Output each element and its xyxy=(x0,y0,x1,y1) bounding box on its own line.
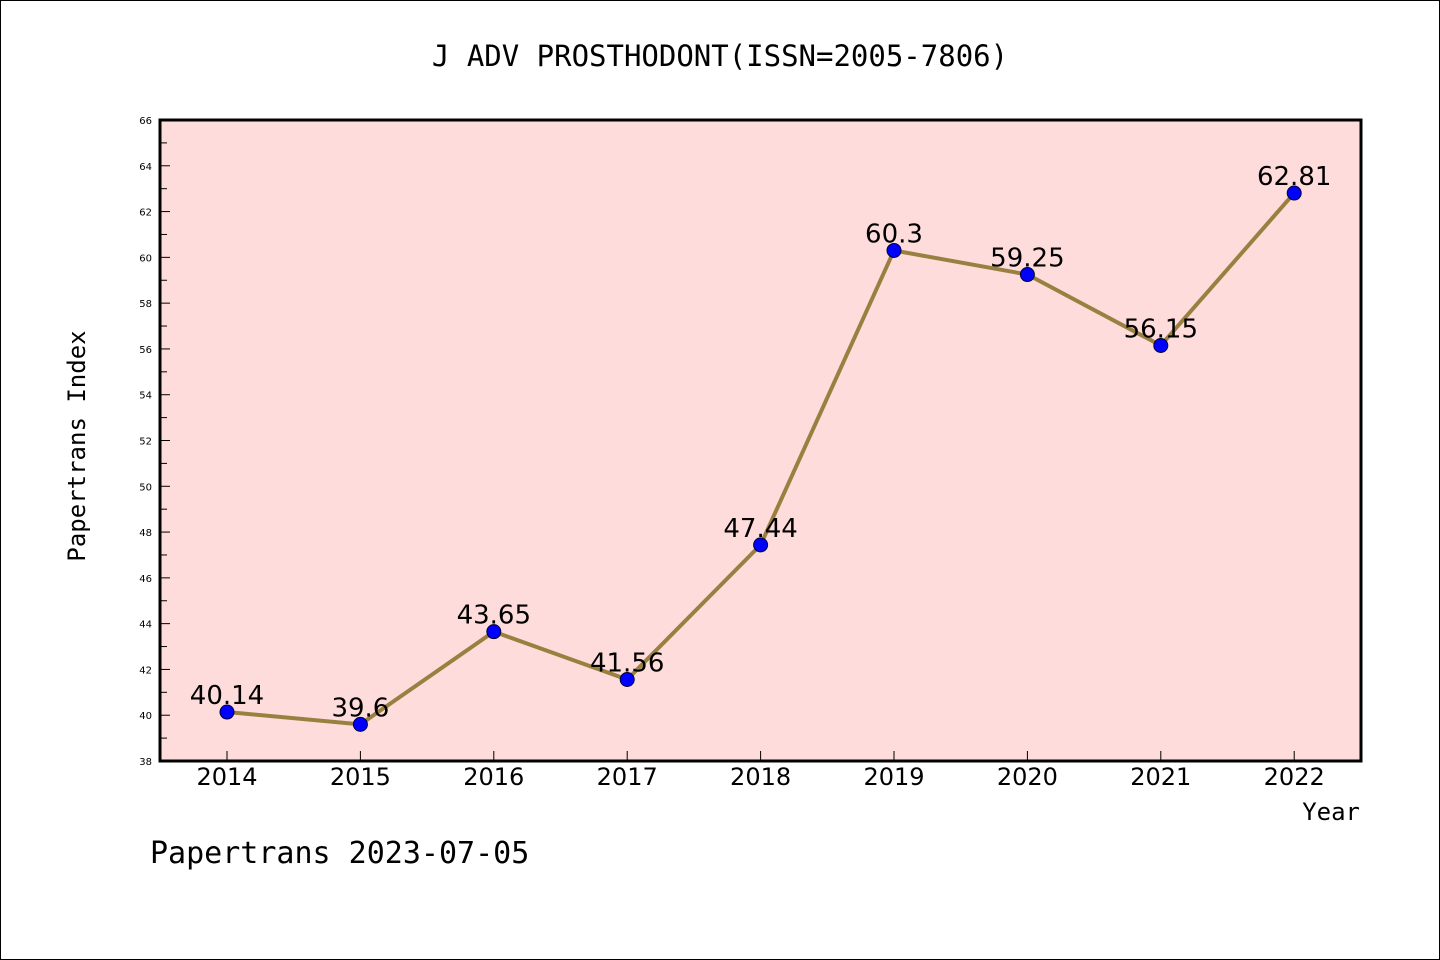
y-tick-label: 52 xyxy=(139,437,152,448)
data-label: 56.15 xyxy=(1124,314,1198,344)
plot-area xyxy=(158,118,1363,763)
data-point xyxy=(753,537,769,553)
data-label: 59.25 xyxy=(990,244,1064,274)
x-tick-label: 2017 xyxy=(597,763,658,791)
y-axis-label: Papertrans Index xyxy=(63,330,91,561)
data-series: 40.14 39.6 43.65 41.56 47.44 60.3 59.25 56.15 62… xyxy=(190,162,1331,732)
data-point xyxy=(352,716,368,732)
data-point xyxy=(219,704,235,720)
data-label: 60.3 xyxy=(865,219,923,249)
y-tick-label: 56 xyxy=(139,345,152,356)
x-tick-label: 2019 xyxy=(863,763,924,791)
x-axis-label: Year xyxy=(1302,798,1360,826)
data-point xyxy=(1019,267,1035,283)
data-point xyxy=(619,672,635,688)
y-tick-label: 50 xyxy=(139,482,152,493)
y-tick-label: 38 xyxy=(139,757,152,768)
data-label: 39.6 xyxy=(331,693,389,723)
footer-credit: Papertrans 2023-07-05 xyxy=(150,836,529,871)
data-label: 40.14 xyxy=(190,681,264,711)
x-tick-label: 2021 xyxy=(1130,763,1191,791)
y-tick-label: 64 xyxy=(139,162,152,173)
y-tick-label: 54 xyxy=(139,391,152,402)
y-tick-label: 58 xyxy=(139,299,152,310)
x-tick-label: 2015 xyxy=(330,763,391,791)
data-point xyxy=(486,624,502,640)
data-label: 62.81 xyxy=(1257,162,1331,192)
chart-title: J ADV PROSTHODONT(ISSN=2005-7806) xyxy=(432,39,1008,73)
x-tick-label: 2018 xyxy=(730,763,791,791)
x-tick-label: 2014 xyxy=(196,763,257,791)
y-tick-label: 48 xyxy=(139,528,152,539)
data-point xyxy=(1286,185,1302,201)
y-tick-label: 46 xyxy=(139,574,152,585)
y-tick-label: 62 xyxy=(139,208,152,219)
data-label: 47.44 xyxy=(723,514,797,544)
data-point xyxy=(886,242,902,258)
y-axis: 38 40 42 44 46 48 50 52 54 56 58 60 62 64 66 xyxy=(139,116,170,768)
x-tick-label: 2022 xyxy=(1264,763,1325,791)
data-label: 41.56 xyxy=(590,649,664,679)
x-tick-label: 2020 xyxy=(997,763,1058,791)
data-label: 43.65 xyxy=(457,601,531,631)
y-tick-label: 44 xyxy=(139,620,152,631)
x-axis: 2014 2015 2016 2017 2018 2019 2020 2021 2022 xyxy=(196,751,1325,791)
data-point xyxy=(1153,337,1169,353)
y-tick-label: 66 xyxy=(139,116,152,127)
x-tick-label: 2016 xyxy=(463,763,524,791)
y-tick-label: 60 xyxy=(139,253,152,264)
y-tick-label: 42 xyxy=(139,665,152,676)
y-tick-label: 40 xyxy=(139,711,152,722)
